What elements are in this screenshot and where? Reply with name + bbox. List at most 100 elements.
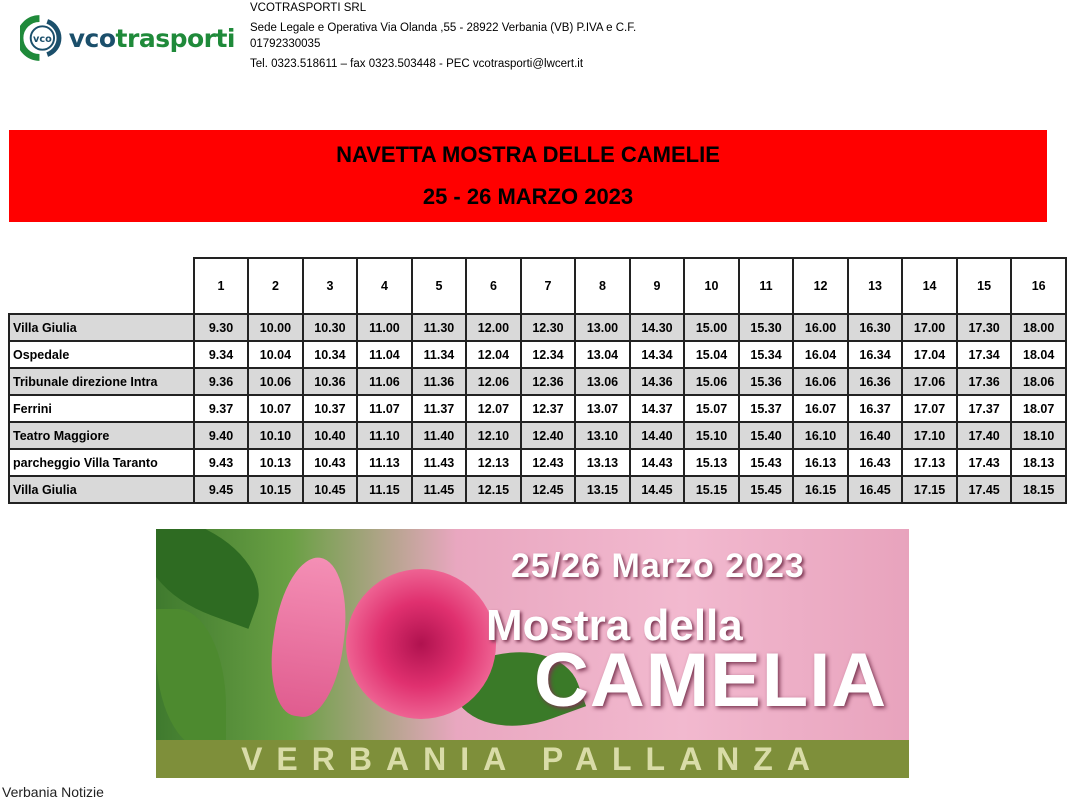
- departure-time: 17.30: [955, 313, 1013, 342]
- run-number: 13: [846, 257, 904, 315]
- departure-time: 10.30: [301, 313, 359, 342]
- footer-credit: Verbania Notizie: [2, 784, 104, 800]
- departure-time: 13.00: [574, 313, 631, 342]
- departure-time: 12.07: [465, 394, 522, 423]
- departure-time: 15.04: [683, 340, 740, 369]
- run-number: 12: [792, 257, 849, 315]
- departure-time: 15.07: [683, 394, 740, 423]
- departure-time: 9.43: [192, 448, 250, 477]
- departure-time: 9.40: [192, 421, 250, 450]
- departure-time: 15.06: [683, 367, 740, 396]
- run-number: 14: [901, 257, 958, 315]
- departure-time: 10.04: [247, 340, 304, 369]
- departure-time: 18.04: [1010, 340, 1067, 369]
- departure-time: 9.36: [192, 367, 250, 396]
- run-number: 10: [683, 257, 740, 315]
- departure-time: 11.30: [410, 313, 468, 342]
- departure-time: 11.10: [356, 421, 413, 450]
- table-row: Ospedale 9.34 10.04 10.34 11.04 11.34 12.04 12.…: [8, 340, 1067, 369]
- departure-time: 15.13: [683, 448, 740, 477]
- departure-time: 11.43: [410, 448, 468, 477]
- run-number: 16: [1010, 257, 1067, 315]
- departure-time: 13.06: [574, 367, 631, 396]
- departure-time: 17.40: [955, 421, 1013, 450]
- departure-time: 16.15: [792, 475, 849, 504]
- departure-time: 15.40: [737, 421, 795, 450]
- departure-time: 16.34: [846, 340, 904, 369]
- poster-place: VERBANIA PALLANZA: [156, 740, 909, 778]
- departure-time: 10.34: [301, 340, 359, 369]
- poster-title: Mostra della: [486, 601, 743, 650]
- table-row: Teatro Maggiore 9.40 10.10 10.40 11.10 11.40 1…: [8, 421, 1067, 450]
- departure-time: 13.10: [574, 421, 631, 450]
- departure-time: 12.10: [465, 421, 522, 450]
- departure-time: 17.45: [955, 475, 1013, 504]
- departure-time: 18.13: [1010, 448, 1067, 477]
- departure-time: 9.34: [192, 340, 250, 369]
- departure-time: 17.00: [901, 313, 958, 342]
- departure-time: 18.00: [1010, 313, 1067, 342]
- run-number: 9: [628, 257, 686, 315]
- camellia-flower: [346, 569, 496, 719]
- title-banner: NAVETTA MOSTRA DELLE CAMELIE 25 - 26 MAR…: [9, 130, 1047, 222]
- departure-time: 11.37: [410, 394, 468, 423]
- departure-time: 18.07: [1010, 394, 1067, 423]
- departure-time: 11.40: [410, 421, 468, 450]
- departure-time: 15.43: [737, 448, 795, 477]
- company-contacts: Tel. 0323.518611 – fax 0323.503448 - PEC…: [250, 58, 584, 70]
- stop-name: Ferrini: [8, 394, 195, 423]
- departure-time: 12.13: [465, 448, 522, 477]
- departure-time: 11.06: [356, 367, 413, 396]
- departure-time: 11.15: [356, 475, 413, 504]
- departure-time: 17.34: [955, 340, 1013, 369]
- run-number: 5: [410, 257, 468, 315]
- empty-corner: [9, 258, 195, 314]
- departure-time: 15.30: [737, 313, 795, 342]
- run-number: 15: [955, 257, 1013, 315]
- vcotrasporti-logo: vco vcotrasporti: [20, 12, 236, 64]
- poster-camelia: CAMELIA: [534, 638, 888, 723]
- run-number: 3: [301, 257, 359, 315]
- departure-time: 16.36: [846, 367, 904, 396]
- departure-time: 10.45: [301, 475, 359, 504]
- departure-time: 15.36: [737, 367, 795, 396]
- departure-time: 15.45: [737, 475, 795, 504]
- departure-time: 14.45: [628, 475, 686, 504]
- departure-time: 12.06: [465, 367, 522, 396]
- departure-time: 15.10: [683, 421, 740, 450]
- stop-name: parcheggio Villa Taranto: [8, 448, 195, 477]
- run-number: 7: [519, 257, 577, 315]
- departure-time: 18.10: [1010, 421, 1067, 450]
- departure-time: 12.43: [519, 448, 577, 477]
- camellia-bud: [263, 552, 355, 722]
- leaf-decoration: [156, 609, 226, 749]
- departure-time: 17.04: [901, 340, 958, 369]
- departure-time: 16.45: [846, 475, 904, 504]
- departure-time: 17.10: [901, 421, 958, 450]
- run-number: 6: [465, 257, 522, 315]
- departure-time: 16.06: [792, 367, 849, 396]
- table-row: parcheggio Villa Taranto 9.43 10.13 10.43 11…: [8, 448, 1067, 477]
- departure-time: 10.37: [301, 394, 359, 423]
- departure-time: 16.37: [846, 394, 904, 423]
- departure-time: 18.15: [1010, 475, 1067, 504]
- departure-time: 10.40: [301, 421, 359, 450]
- table-row: Ferrini 9.37 10.07 10.37 11.07 11.37 12.07 12.3…: [8, 394, 1067, 423]
- departure-time: 11.13: [356, 448, 413, 477]
- svg-text:vco: vco: [33, 34, 52, 45]
- company-address: Sede Legale e Operativa Via Olanda ,55 -…: [250, 22, 637, 50]
- company-info: VCOTRASPORTI SRL Sede Legale e Operativa…: [250, 0, 660, 76]
- stop-name: Villa Giulia: [8, 313, 195, 342]
- run-number: 11: [737, 257, 795, 315]
- stop-name: Ospedale: [8, 340, 195, 369]
- stop-name: Tribunale direzione Intra: [8, 367, 195, 396]
- departure-time: 14.37: [628, 394, 686, 423]
- departure-time: 10.43: [301, 448, 359, 477]
- departure-time: 14.36: [628, 367, 686, 396]
- departure-time: 11.00: [356, 313, 413, 342]
- run-number: 1: [192, 257, 250, 315]
- departure-time: 16.13: [792, 448, 849, 477]
- stop-name: Teatro Maggiore: [8, 421, 195, 450]
- departure-time: 17.36: [955, 367, 1013, 396]
- departure-time: 14.30: [628, 313, 686, 342]
